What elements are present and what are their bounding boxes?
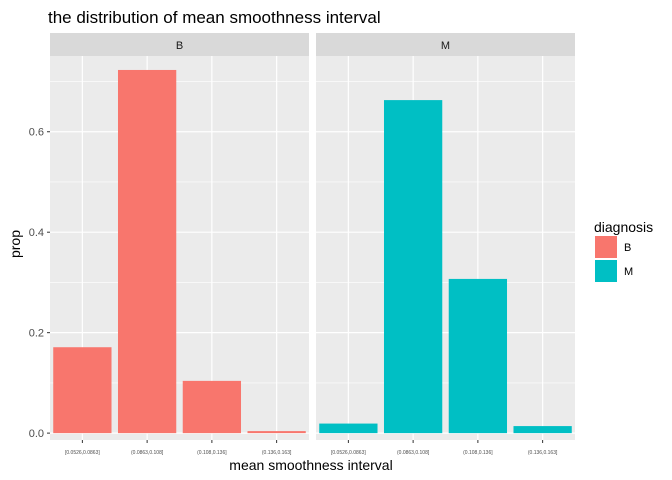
y-axis: 0.0 0.2 0.4 0.6 bbox=[29, 127, 50, 440]
x-tick-label: (0.0863,0.108] bbox=[397, 450, 430, 456]
y-tick-label: 0.2 bbox=[29, 328, 44, 340]
chart-title: the distribution of mean smoothness inte… bbox=[48, 8, 381, 27]
x-tick-label: (0.136,0.163] bbox=[528, 450, 558, 456]
bar-b-1 bbox=[117, 69, 177, 434]
legend-label: B bbox=[624, 242, 631, 254]
x-tick-label: (0.108,0.136] bbox=[463, 450, 493, 456]
bar-b-0 bbox=[53, 347, 112, 434]
legend-title: diagnosis bbox=[594, 219, 653, 235]
bar-b-3 bbox=[247, 431, 306, 434]
bar-m-2 bbox=[448, 278, 508, 434]
facet-strip bbox=[50, 33, 309, 56]
y-tick-label: 0.6 bbox=[29, 127, 44, 139]
facet-panel-b: B [0.0526,0.0863] (0.0863,0.108] (0.108,0.1… bbox=[50, 33, 309, 456]
x-axis-title: mean smoothness interval bbox=[229, 457, 392, 473]
y-axis-title: prop bbox=[7, 230, 23, 258]
facet-strip-label: M bbox=[441, 40, 450, 52]
facet-strip bbox=[316, 33, 575, 56]
legend-key-b bbox=[595, 236, 617, 258]
bar-m-3 bbox=[513, 426, 572, 434]
legend-label: M bbox=[624, 266, 633, 278]
facet-strip-label: B bbox=[176, 40, 183, 52]
x-tick-label: (0.0863,0.108] bbox=[131, 450, 164, 456]
bar-m-0 bbox=[319, 423, 378, 434]
bar-m-1 bbox=[383, 100, 443, 434]
panel-background bbox=[316, 56, 575, 440]
x-tick-label: [0.0526,0.0863] bbox=[65, 450, 100, 456]
bar-b-2 bbox=[182, 380, 242, 434]
y-tick-label: 0.4 bbox=[29, 227, 44, 239]
facet-panel-m: M [0.0526,0.0863] (0.0863,0.108] (0.108,0.1… bbox=[316, 33, 575, 456]
y-tick-label: 0.0 bbox=[29, 428, 44, 440]
legend-key-m bbox=[595, 260, 617, 282]
x-tick-label: (0.136,0.163] bbox=[262, 450, 292, 456]
x-tick-label: [0.0526,0.0863] bbox=[331, 450, 366, 456]
x-tick-label: (0.108,0.136] bbox=[197, 450, 227, 456]
legend: diagnosis BM bbox=[594, 219, 653, 282]
